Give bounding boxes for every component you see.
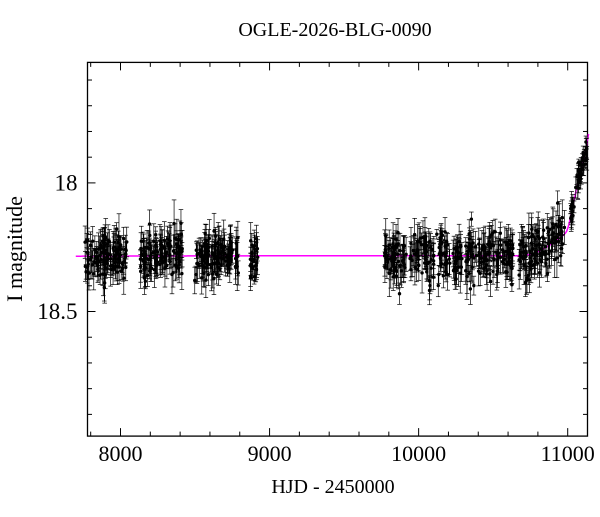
svg-text:11000: 11000 [541, 441, 595, 466]
svg-text:OGLE-2026-BLG-0090: OGLE-2026-BLG-0090 [238, 19, 431, 41]
svg-text:HJD - 2450000: HJD - 2450000 [271, 476, 394, 498]
svg-text:10000: 10000 [391, 441, 446, 466]
svg-text:9000: 9000 [248, 441, 292, 466]
svg-text:8000: 8000 [99, 441, 143, 466]
svg-text:18: 18 [55, 170, 78, 195]
svg-text:I magnitude: I magnitude [2, 196, 27, 302]
svg-text:18.5: 18.5 [37, 299, 77, 324]
